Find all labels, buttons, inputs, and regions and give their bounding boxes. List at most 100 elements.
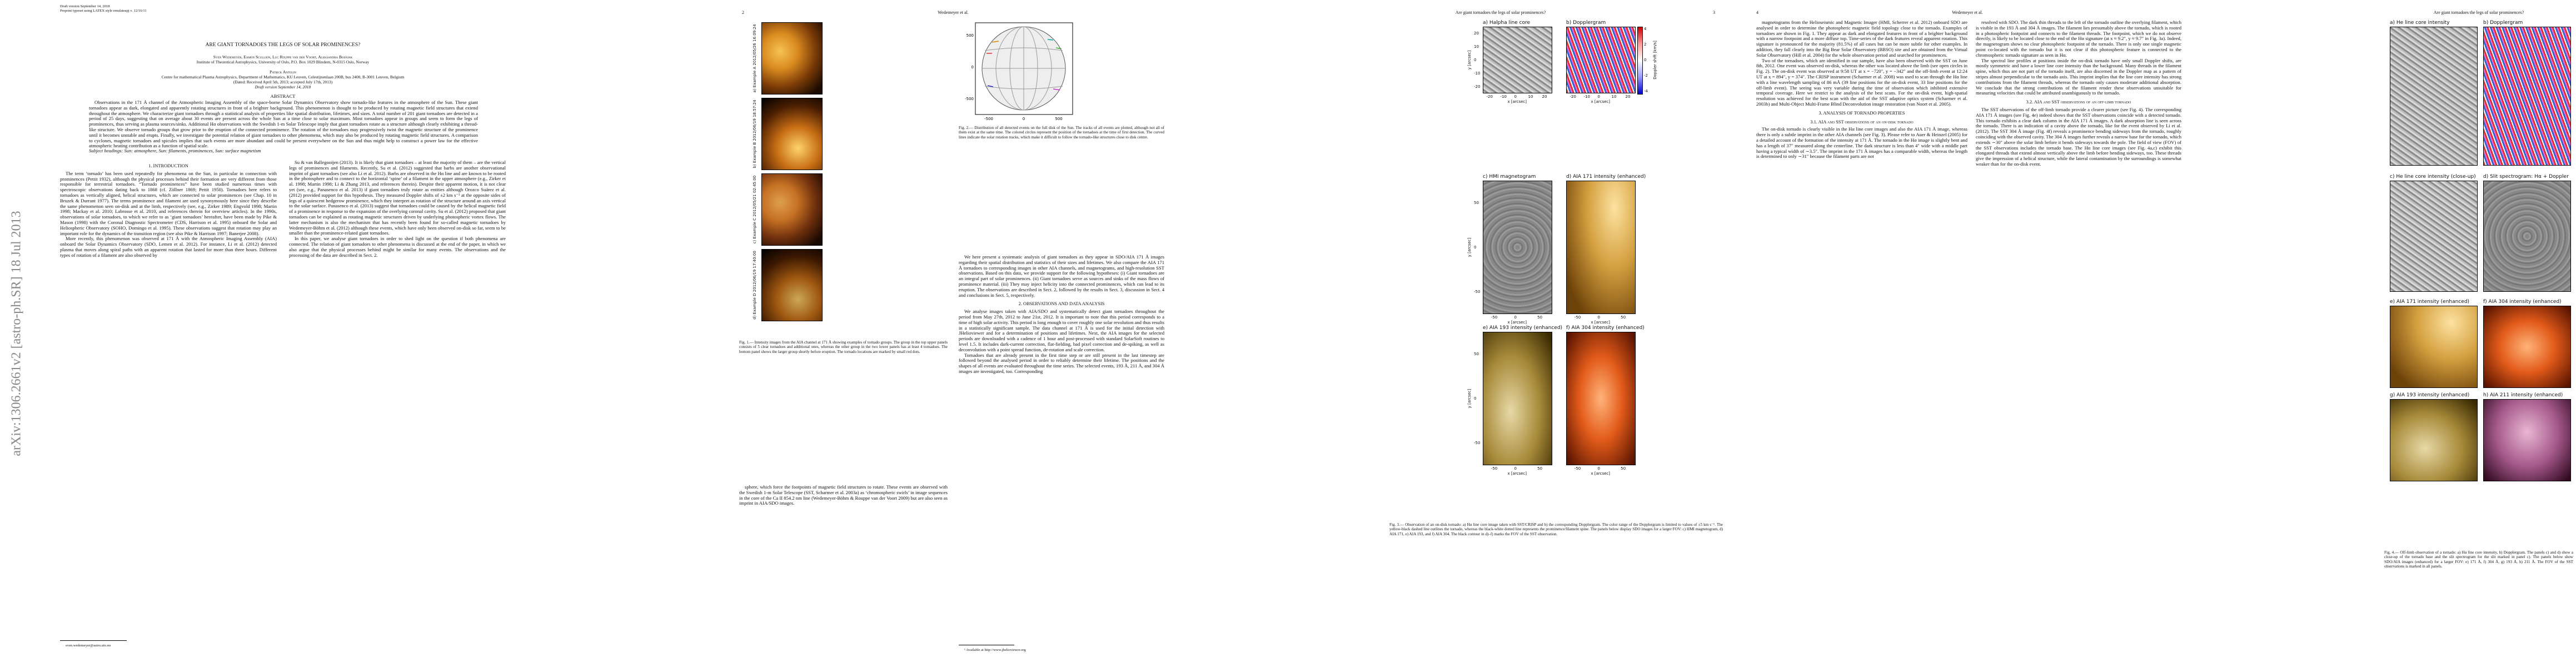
x-axis-label: x [arcsec] — [1591, 99, 1611, 104]
image-panel — [2483, 306, 2571, 388]
panel-title: a) Halpha line core — [1483, 20, 1531, 26]
x-tick-label: 0 — [1514, 315, 1517, 320]
abstract-heading: ABSTRACT — [270, 93, 296, 99]
footnote: sven.wedemeyer@astro.uio.no — [66, 644, 111, 648]
grid — [982, 26, 1065, 111]
paragraph: We here present a systematic analysis of… — [959, 255, 1164, 298]
running-head: Wedemeyer et al. — [1952, 10, 1983, 15]
x-tick-label: -50 — [1574, 315, 1581, 320]
footnote-rule — [60, 640, 127, 641]
y-tick-label: -500 — [965, 97, 974, 101]
y-axis-label: y [arcsec] — [1467, 50, 1472, 70]
section-heading: 2. OBSERVATIONS AND DATA ANALYSIS — [1018, 301, 1105, 307]
figure-caption: Fig. 1.— Intensity images from the AIA c… — [739, 340, 948, 354]
footnote: ¹ Available at http://www.jhelioviewer.o… — [964, 648, 1026, 652]
image-panel — [1483, 27, 1552, 93]
x-tick-label: -10 — [1500, 94, 1507, 99]
y-tick-label: 50 — [1474, 352, 1479, 356]
column: sphere, which force the footpoints of ma… — [739, 485, 948, 651]
authors: Sven Wedemeyer, Eamon Scullion, Luc Roup… — [213, 54, 353, 59]
x-tick-label: 20 — [1542, 94, 1547, 99]
paragraph: The on-disk tornado is clearly visible i… — [1756, 126, 1967, 160]
figure-caption: Fig. 2.— Distribution of all detected ev… — [959, 126, 1164, 140]
arxiv-stamp: arXiv:1306.2661v2 [astro-ph.SR] 18 Jul 2… — [9, 211, 24, 456]
panel-label: a) Example A 2012/05/26 16:09:24 — [753, 24, 757, 93]
image-panel — [761, 249, 823, 321]
panel-title: b) Dopplergram — [2483, 20, 2523, 26]
page-number: 3 — [1713, 10, 1715, 15]
x-tick-label: 50 — [1537, 466, 1543, 471]
column: resolved with SDO. The dark thin threads… — [1976, 20, 2181, 651]
paragraph: In this paper, we analyse giant tornadoe… — [289, 236, 506, 258]
x-tick-label: 0 — [1514, 466, 1517, 471]
paragraph: The term ‘tornado’ has been used repeate… — [60, 170, 277, 236]
colorbar-tick-label: -2 — [1644, 73, 1648, 78]
plot-frame — [975, 22, 1073, 115]
image-panel — [2390, 306, 2478, 388]
x-tick-label: -20 — [1486, 94, 1493, 99]
image-panel — [1483, 332, 1552, 465]
y-tick-label: 50 — [1474, 201, 1479, 205]
y-tick-label: 0 — [971, 65, 974, 69]
x-tick-label: 10 — [1528, 94, 1533, 99]
page-number: 4 — [1756, 10, 1758, 15]
caption-text: Fig. 2.— Distribution of all detected ev… — [959, 126, 1164, 140]
affiliation: Centre for mathematical Plasma Astrophys… — [161, 74, 405, 79]
panel-label: b) Example B 2012/06/19 18:57:24 — [753, 99, 757, 168]
image-panel — [1483, 181, 1552, 314]
x-axis-label: x [arcsec] — [1507, 471, 1527, 476]
y-tick-label: -50 — [1474, 290, 1481, 294]
x-axis-label: x [arcsec] — [1507, 320, 1527, 325]
image-panel — [761, 98, 823, 170]
x-tick-label: -50 — [1491, 315, 1498, 320]
image-panel — [2483, 181, 2571, 292]
image-panel — [761, 22, 823, 94]
panel-title: h) AIA 211 intensity (enhanced) — [2483, 392, 2563, 398]
panel-title: d) AIA 171 intensity (enhanced) — [1566, 174, 1646, 180]
column: magnetograms from the Helioseismic and M… — [1756, 20, 1967, 651]
panel-label: c) Example C 2012/05/21 02:45:00 — [753, 175, 757, 244]
y-tick-label: 0 — [1474, 396, 1477, 401]
x-tick-label: 50 — [1537, 315, 1543, 320]
y-tick-label: -20 — [1474, 84, 1481, 89]
section-heading: 3.1. AIA and SST observations of an on-d… — [1810, 119, 1914, 125]
caption-text: Fig. 3.— Observation of an on-disk torna… — [1389, 522, 1723, 536]
panel-title: e) AIA 193 intensity (enhanced) — [1483, 325, 1563, 331]
colorbar-tick-label: 0 — [1644, 58, 1647, 62]
panel-title: a) He line core intensity — [2390, 20, 2450, 26]
colorbar-label: Doppler shift [km/s] — [1653, 41, 1657, 79]
panel-title: e) AIA 171 intensity (enhanced) — [2390, 299, 2470, 305]
colorbar-tick-label: 4 — [1644, 27, 1647, 31]
y-axis-label: y [arcsec] — [1467, 389, 1472, 409]
x-tick-label: 0 — [1597, 94, 1600, 99]
draft-line: Draft version September 14, 2018 — [60, 4, 110, 8]
image-panel — [2483, 27, 2571, 166]
y-tick-label: 0 — [1474, 58, 1477, 62]
x-tick-label: 0 — [1023, 117, 1025, 121]
page-number: 2 — [742, 10, 744, 15]
panel-title: d) Slit spectrogram: Hα + Doppler — [2483, 174, 2569, 180]
y-tick-label: -50 — [1474, 441, 1481, 445]
paragraph: The SST observations of the off-limb tor… — [1976, 106, 2181, 167]
paragraph: The spectral line profiles at positions … — [1976, 57, 2181, 96]
panel-label: d) Example D 2012/06/19 17:40:00 — [753, 251, 757, 320]
figure-2: 500 500 0 0 -500 -500 — [965, 22, 1073, 121]
panel-title: g) AIA 193 intensity (enhanced) — [2390, 392, 2470, 398]
paragraph: Tornadoes that are already present in th… — [959, 352, 1164, 374]
y-tick-label: 0 — [1474, 245, 1477, 250]
x-tick-label: 50 — [1621, 315, 1626, 320]
image-panel — [1566, 27, 1636, 93]
x-axis-label: x [arcsec] — [1591, 471, 1611, 476]
image-panel — [2483, 399, 2571, 481]
column: Su & van Ballegooijen (2013). It is like… — [289, 160, 506, 649]
image-panel — [2390, 27, 2478, 166]
column: 1. INTRODUCTION The term ‘tornado’ has be… — [60, 160, 277, 638]
x-tick-label: 20 — [1625, 94, 1631, 99]
x-tick-label: 0 — [1597, 315, 1600, 320]
y-tick-label: 10 — [1474, 44, 1479, 49]
affiliation: Institute of Theoretical Astrophysics, U… — [196, 59, 370, 64]
paragraph: magnetograms from the Helioseismic and M… — [1756, 20, 1967, 58]
x-tick-label: 50 — [1621, 466, 1626, 471]
